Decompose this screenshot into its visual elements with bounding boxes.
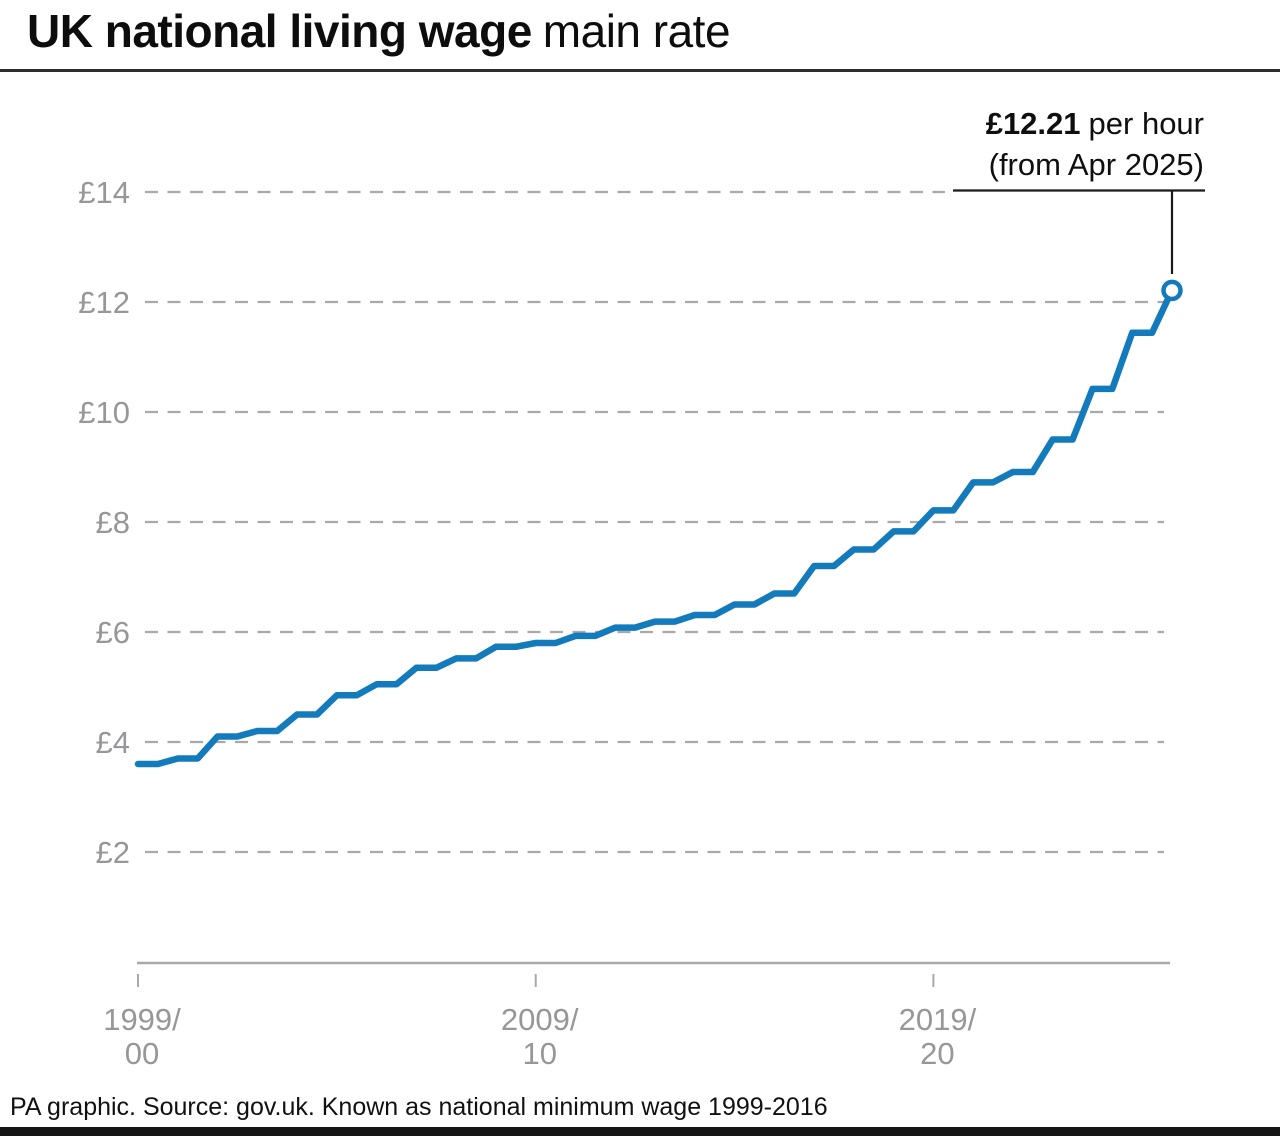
x-tick-label: 20 bbox=[920, 1036, 954, 1071]
y-axis-labels: £2 £4 £6 £8 £10 £12 £14 bbox=[78, 175, 130, 870]
bottom-bar bbox=[0, 1127, 1280, 1136]
annotation-line1: £12.21 per hour bbox=[986, 106, 1204, 141]
y-axis-label: £12 bbox=[78, 285, 130, 320]
page-title: UK national living wage main rate bbox=[27, 0, 731, 62]
x-tick-label: 1999/ bbox=[103, 1002, 181, 1037]
x-tick-label: 10 bbox=[522, 1036, 556, 1071]
annotation-note: (from Apr 2025) bbox=[989, 147, 1204, 182]
annotation-suffix: per hour bbox=[1089, 106, 1204, 141]
y-axis-label: £8 bbox=[96, 505, 130, 540]
source-note: PA graphic. Source: gov.uk. Known as nat… bbox=[10, 1093, 828, 1121]
wage-line-series bbox=[134, 279, 1183, 768]
title-main-text: UK national living wage bbox=[27, 5, 532, 57]
x-tick-label: 2019/ bbox=[899, 1002, 977, 1037]
y-axis-label: £2 bbox=[96, 835, 130, 870]
y-axis-label: £10 bbox=[78, 395, 130, 430]
annotation-value: £12.21 bbox=[986, 106, 1081, 141]
x-tick-label: 2009/ bbox=[501, 1002, 579, 1037]
y-axis-label: £6 bbox=[96, 615, 130, 650]
title-sub-text: main rate bbox=[542, 5, 731, 57]
y-axis-label: £14 bbox=[78, 175, 130, 210]
annotation-callout: £12.21 per hour (from Apr 2025) bbox=[953, 106, 1205, 274]
wage-line bbox=[134, 287, 1176, 768]
gridlines bbox=[145, 190, 1164, 854]
latest-value-marker bbox=[1161, 279, 1183, 302]
y-axis-label: £4 bbox=[96, 725, 130, 760]
title-divider bbox=[0, 69, 1280, 72]
x-axis: 1999/00 2009/10 2019/20 bbox=[103, 961, 1170, 1071]
x-tick-label: 00 bbox=[125, 1036, 159, 1071]
